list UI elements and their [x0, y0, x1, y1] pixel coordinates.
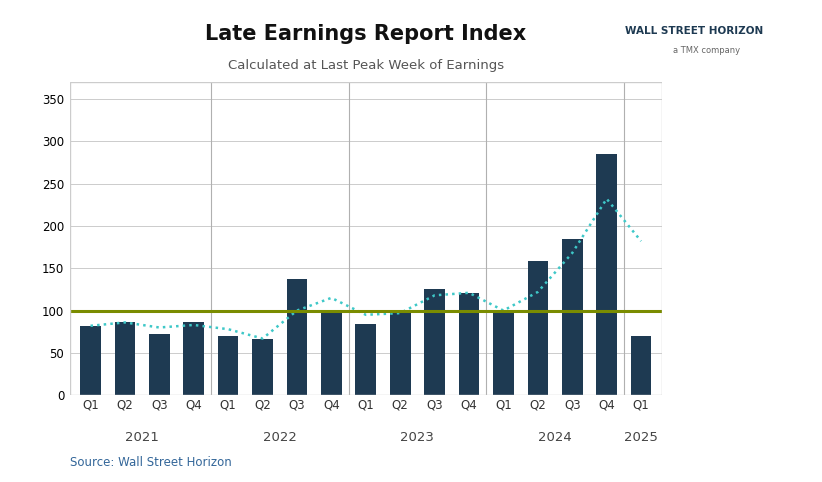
Bar	[183, 321, 204, 395]
Bar	[218, 336, 238, 395]
Text: 2023: 2023	[400, 431, 434, 444]
Bar	[630, 336, 651, 395]
Bar	[493, 310, 514, 395]
Text: 2025: 2025	[624, 431, 658, 444]
Bar	[390, 313, 410, 395]
Text: 2024: 2024	[538, 431, 572, 444]
Text: a TMX company: a TMX company	[673, 46, 741, 55]
Bar	[70, 82, 662, 395]
Text: Late Earnings Report Index: Late Earnings Report Index	[206, 24, 526, 44]
Bar	[252, 339, 273, 395]
Text: 2021: 2021	[125, 431, 159, 444]
Bar	[81, 326, 101, 395]
Bar	[287, 279, 307, 395]
Bar	[424, 289, 445, 395]
Bar	[596, 154, 617, 395]
Bar	[355, 324, 376, 395]
Bar	[528, 261, 548, 395]
Text: Calculated at Last Peak Week of Earnings: Calculated at Last Peak Week of Earnings	[228, 59, 504, 71]
Bar	[149, 335, 169, 395]
Text: Source: Wall Street Horizon: Source: Wall Street Horizon	[70, 456, 232, 469]
Bar	[321, 310, 342, 395]
Text: WALL STREET HORIZON: WALL STREET HORIZON	[626, 27, 764, 36]
Bar	[114, 322, 136, 395]
Bar	[459, 293, 479, 395]
Bar	[562, 239, 583, 395]
Text: 2022: 2022	[263, 431, 297, 444]
